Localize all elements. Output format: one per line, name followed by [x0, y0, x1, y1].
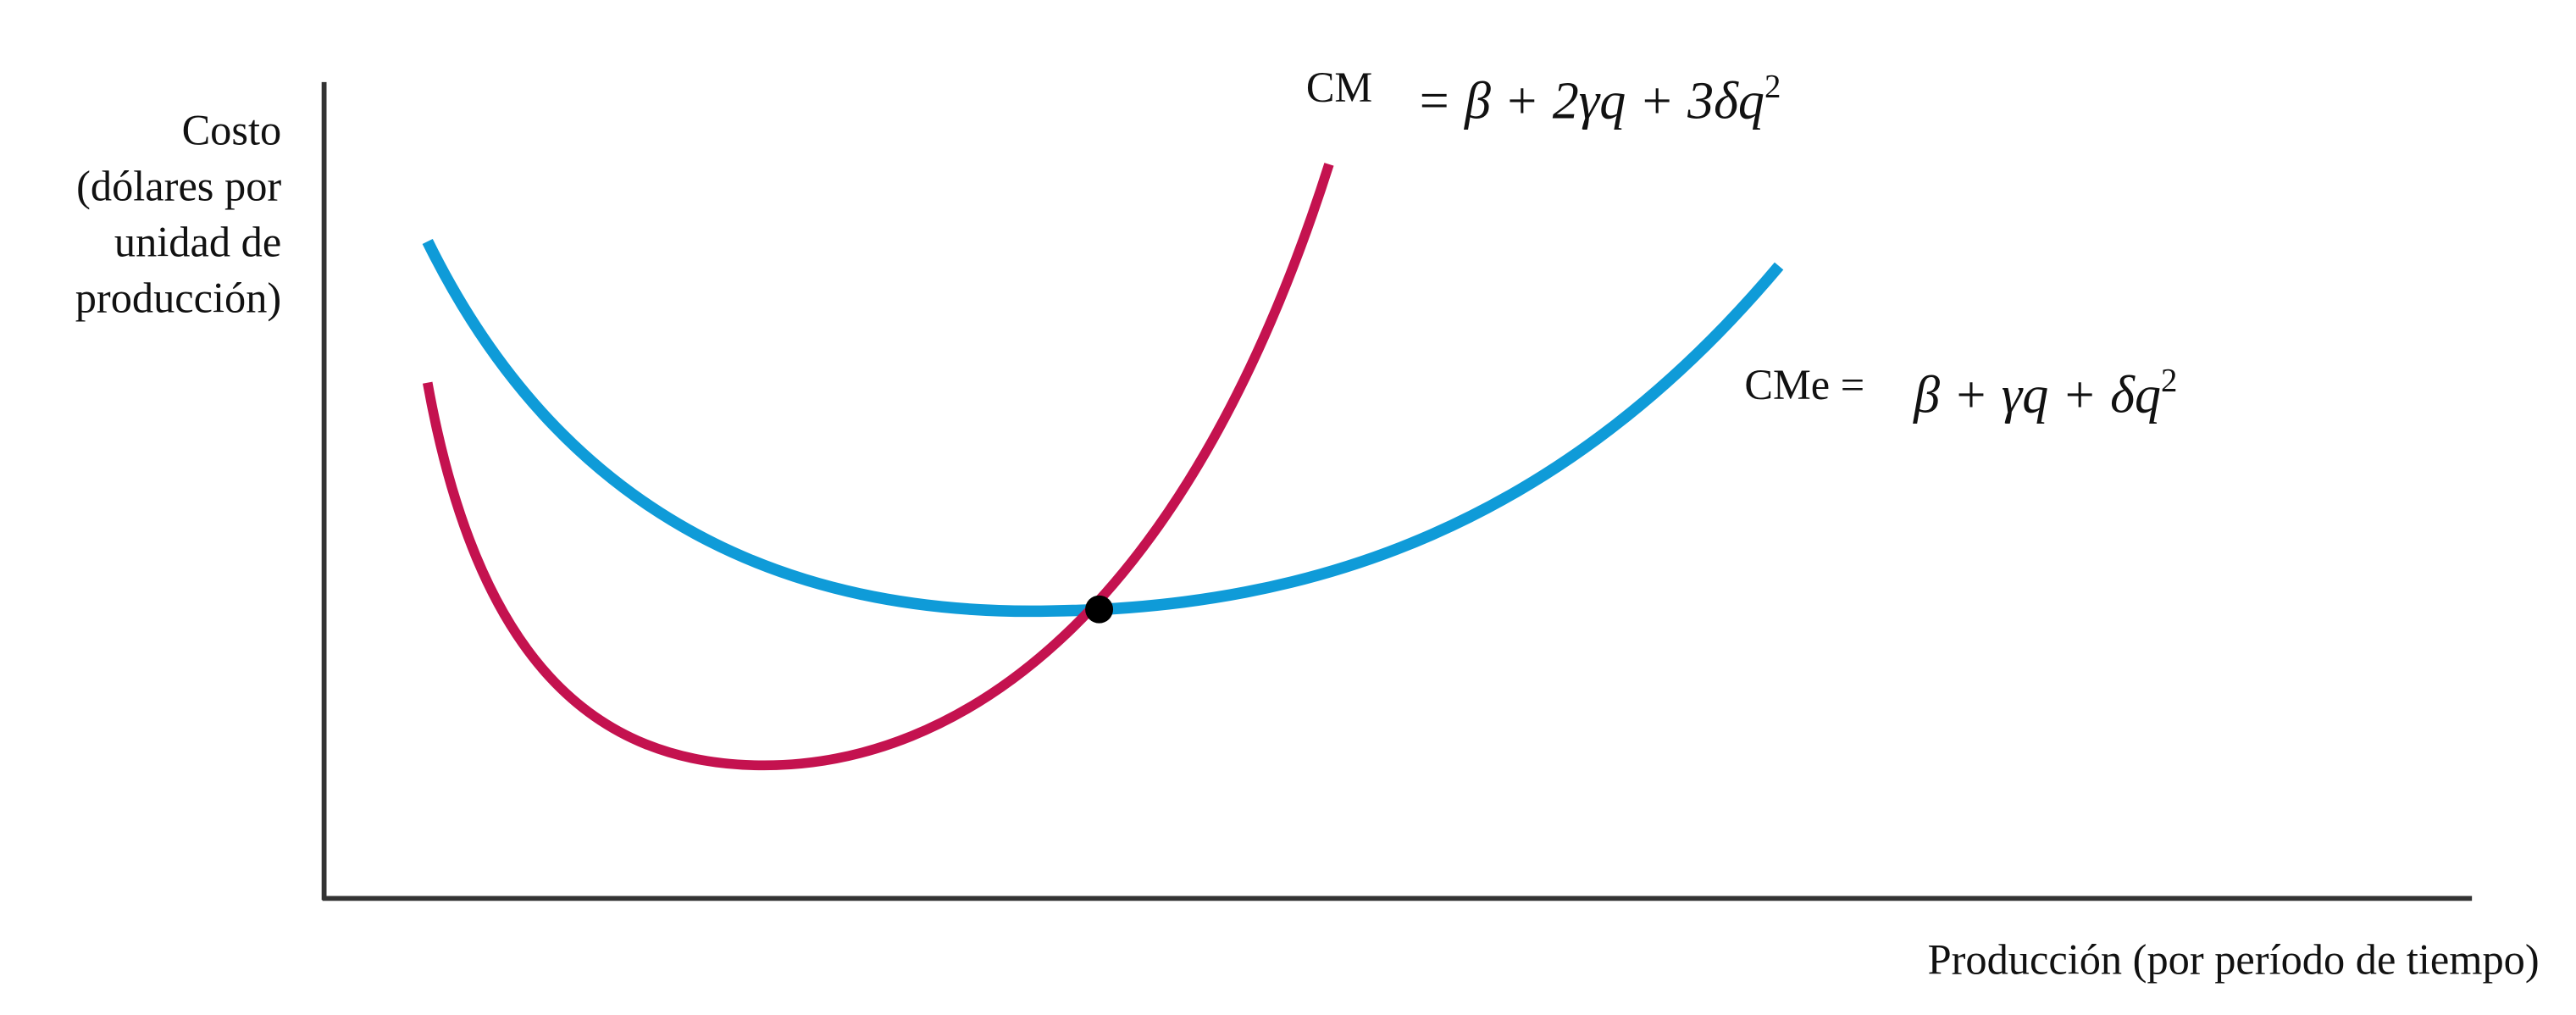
intersection-point — [1085, 595, 1114, 624]
y-axis-label: (dólares por — [76, 162, 281, 209]
formula-exponent: 2 — [1764, 68, 1781, 104]
average-cost-label: CMe = — [1744, 361, 1864, 408]
y-axis-label: Costo — [182, 107, 282, 154]
average-cost-formula: β + γq + δq2 — [1913, 362, 2177, 424]
marginal-cost-formula: = β + 2γq + 3δq2 — [1416, 68, 1781, 130]
x-axis-label: Producción (por período de tiempo) — [1928, 936, 2540, 984]
formula-body: = β + 2γq + 3δq — [1416, 73, 1764, 130]
y-axis-label: unidad de — [114, 218, 281, 265]
marginal-cost-label: CM — [1306, 64, 1372, 111]
formula-exponent: 2 — [2161, 362, 2177, 398]
marginal-cost-curve — [422, 163, 1334, 771]
y-axis-label: producción) — [75, 274, 281, 321]
average-cost-curve — [422, 238, 1784, 618]
formula-body: β + γq + δq — [1913, 367, 2161, 424]
